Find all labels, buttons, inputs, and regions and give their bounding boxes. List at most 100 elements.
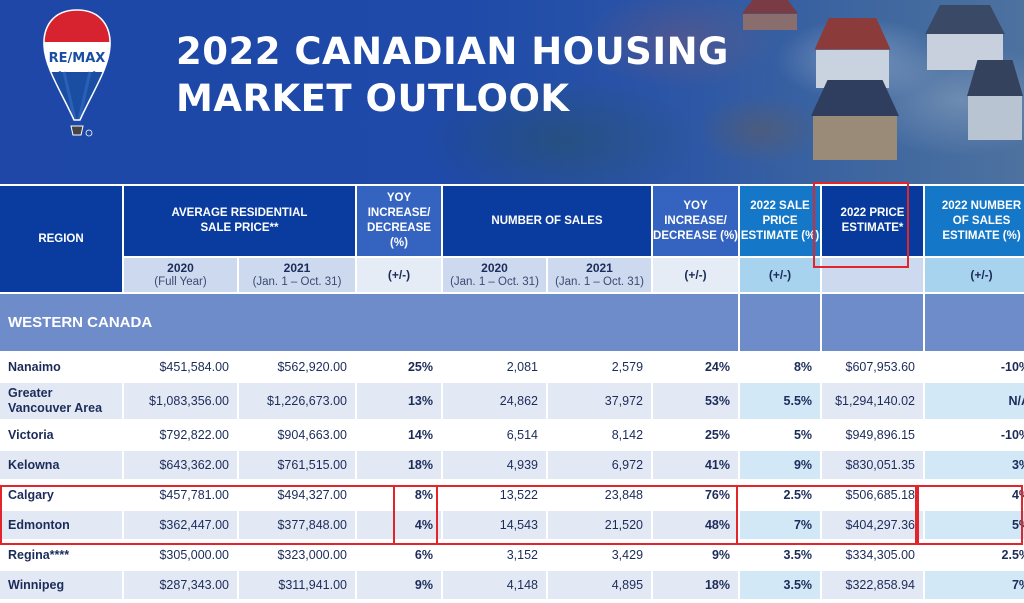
sales-2021-cell: 3,429 [548,541,652,569]
price-2020-cell: $643,362.00 [124,451,237,479]
price-estimate-cell: $830,051.35 [822,451,924,479]
sales-2021-cell: 23,848 [548,481,652,509]
sale-price-estimate-cell: 5.5% [740,383,821,419]
yoy-price-cell: 25% [357,353,441,381]
col-header-avg-price: AVERAGE RESIDENTIAL SALE PRICE** [124,186,355,256]
price-2020-cell: $457,781.00 [124,481,237,509]
sales-2021-cell: 4,895 [548,571,652,599]
price-2021-cell: $904,663.00 [239,421,355,449]
price-2021-cell: $494,327.00 [239,481,355,509]
background-house [800,80,910,160]
sales-2021-cell: 6,972 [548,451,652,479]
price-estimate-cell: $949,896.15 [822,421,924,449]
col-header-yoy-price: YOY INCREASE/ DECREASE (%) [357,186,441,256]
price-estimate-cell: $1,294,140.02 [822,383,924,419]
subheader-range: (Jan. 1 – Oct. 31) [450,276,539,288]
price-2020-cell: $362,447.00 [124,511,237,539]
subheader-year: 2021 [586,261,613,275]
price-estimate-cell: $334,305.00 [822,541,924,569]
sales-2020-cell: 6,514 [443,421,546,449]
section-filler [925,294,1024,351]
table-row: Greater Vancouver Area $1,083,356.00 $1,22… [0,383,1024,419]
region-cell: Nanaimo [0,353,122,381]
col-header-yoy-sales: YOY INCREASE/ DECREASE (%) [653,186,739,256]
sales-estimate-cell: -10% [925,421,1024,449]
region-cell: Calgary [0,481,122,509]
yoy-sales-cell: 9% [653,541,739,569]
background-house [915,5,1015,70]
table-row: Kelowna $643,362.00 $761,515.00 18% 4,939 6,9… [0,451,1024,479]
sale-price-estimate-cell: 2.5% [740,481,821,509]
region-cell: Edmonton [0,511,122,539]
sales-2021-cell: 21,520 [548,511,652,539]
sales-2020-cell: 24,862 [443,383,546,419]
subheader-year: 2020 [481,261,508,275]
yoy-price-cell: 9% [357,571,441,599]
yoy-sales-cell: 48% [653,511,739,539]
price-2020-cell: $305,000.00 [124,541,237,569]
sale-price-estimate-cell: 8% [740,353,821,381]
table-row: Winnipeg $287,343.00 $311,941.00 9% 4,148 4,8… [0,571,1024,599]
price-estimate-cell: $322,858.94 [822,571,924,599]
sales-2021-cell: 8,142 [548,421,652,449]
sales-estimate-cell: N/A [925,383,1024,419]
table-row: Edmonton $362,447.00 $377,848.00 4% 14,543 21… [0,511,1024,539]
yoy-price-cell: 18% [357,451,441,479]
housing-market-table-container: REGION AVERAGE RESIDENTIAL SALE PRICE** … [0,182,1024,603]
yoy-sales-cell: 25% [653,421,739,449]
sales-estimate-cell: 3% [925,451,1024,479]
yoy-price-cell: 4% [357,511,441,539]
sales-2020-cell: 3,152 [443,541,546,569]
subheader-range: (Jan. 1 – Oct. 31) [555,276,644,288]
sales-2020-cell: 4,148 [443,571,546,599]
price-2020-cell: $287,343.00 [124,571,237,599]
yoy-price-cell: 6% [357,541,441,569]
housing-market-table: REGION AVERAGE RESIDENTIAL SALE PRICE** … [0,184,1024,601]
sales-2020-cell: 13,522 [443,481,546,509]
price-estimate-cell: $506,685.18 [822,481,924,509]
price-2020-cell: $451,584.00 [124,353,237,381]
sales-2020-cell: 4,939 [443,451,546,479]
price-2021-cell: $377,848.00 [239,511,355,539]
yoy-price-cell: 13% [357,383,441,419]
price-2021-cell: $323,000.00 [239,541,355,569]
sales-2020-cell: 14,543 [443,511,546,539]
subheader-sales-2020: 2020 (Jan. 1 – Oct. 31) [443,258,546,292]
price-2021-cell: $1,226,673.00 [239,383,355,419]
price-2020-cell: $1,083,356.00 [124,383,237,419]
sales-estimate-cell: 7% [925,571,1024,599]
region-cell: Winnipeg [0,571,122,599]
subheader-range: (Jan. 1 – Oct. 31) [252,276,342,288]
sale-price-estimate-cell: 7% [740,511,821,539]
yoy-price-cell: 8% [357,481,441,509]
table-row: Regina**** $305,000.00 $323,000.00 6% 3,152 3… [0,541,1024,569]
background-house [805,18,900,88]
title-line-2: MARKET OUTLOOK [176,77,570,120]
hero-banner: RE/MAX 2022 CANADIAN HOUSING MARKET OUTL… [0,0,1024,184]
header-row: REGION AVERAGE RESIDENTIAL SALE PRICE** … [0,186,1024,292]
price-2021-cell: $311,941.00 [239,571,355,599]
yoy-sales-cell: 24% [653,353,739,381]
section-filler [740,294,821,351]
sale-price-estimate-cell: 3.5% [740,571,821,599]
subheader-range: (Full Year) [154,276,207,288]
yoy-sales-cell: 53% [653,383,739,419]
yoy-sales-cell: 41% [653,451,739,479]
subheader-yoy-price: (+/-) [357,258,441,292]
sales-estimate-cell: -10% [925,353,1024,381]
col-header-sale-price-estimate: 2022 SALE PRICE ESTIMATE (%) [740,186,821,256]
subheader-sale-price-estimate: (+/-) [740,258,821,292]
yoy-price-cell: 14% [357,421,441,449]
col-header-num-sales: NUMBER OF SALES [443,186,652,256]
table-row: Nanaimo $451,584.00 $562,920.00 25% 2,081 2,5… [0,353,1024,381]
col-header-price-estimate: 2022 PRICE ESTIMATE* [822,186,924,256]
section-label: WESTERN CANADA [0,294,739,351]
subheader-yoy-sales: (+/-) [653,258,739,292]
title-line-1: 2022 CANADIAN HOUSING [176,30,729,73]
region-cell: Kelowna [0,451,122,479]
subheader-avg-2020: 2020 (Full Year) [124,258,237,292]
remax-balloon-logo: RE/MAX [43,9,111,137]
table-row: Calgary $457,781.00 $494,327.00 8% 13,522 23,… [0,481,1024,509]
sales-estimate-cell: 4% [925,481,1024,509]
section-filler [822,294,924,351]
